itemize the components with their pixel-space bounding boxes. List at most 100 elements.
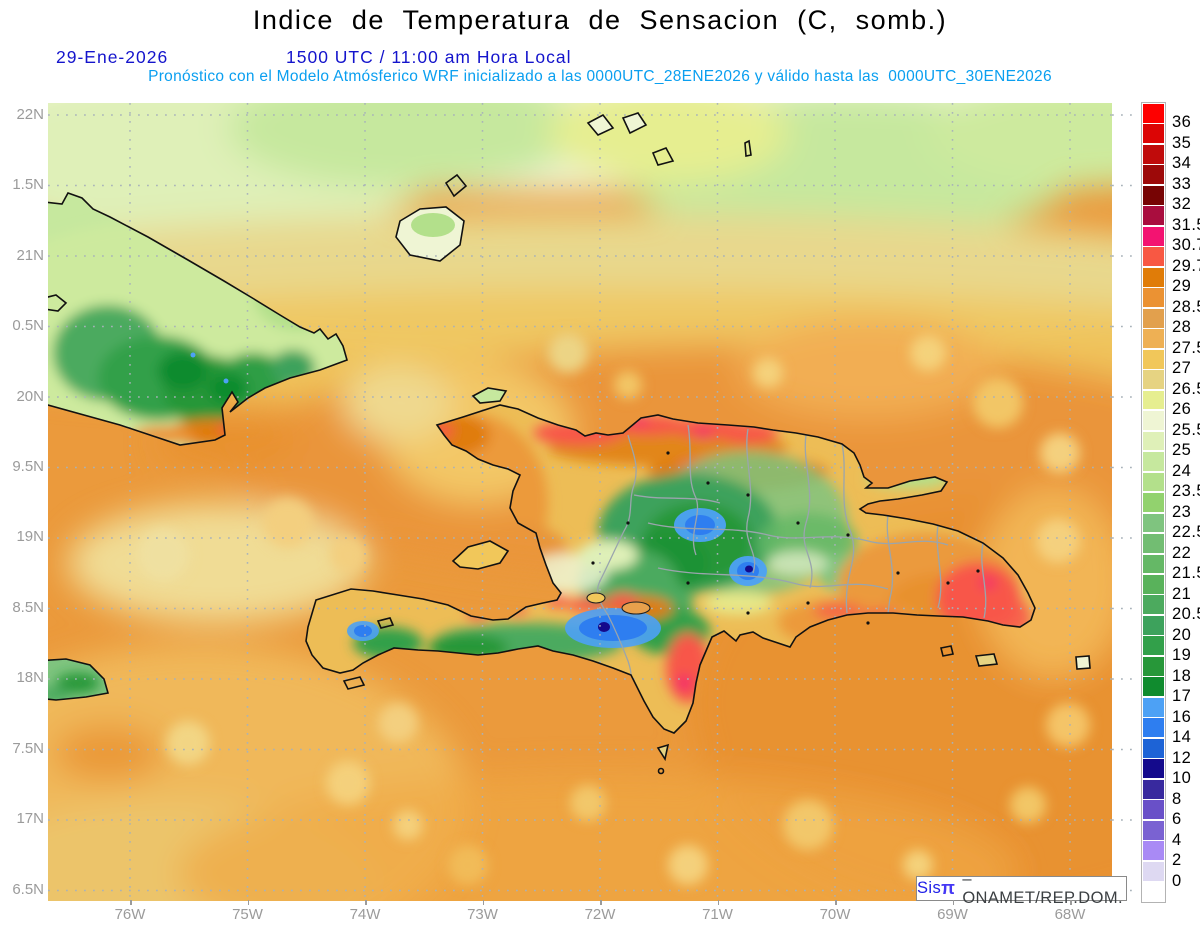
lat-label-22N: 22N (16, 106, 44, 123)
colorbar-swatch-32 (1143, 759, 1164, 779)
colorbar-tick-12: 12 (1172, 748, 1192, 767)
colorbar-tick-4: 4 (1172, 830, 1182, 849)
colorbar-swatch-37 (1143, 861, 1164, 881)
colorbar-swatch-19 (1143, 493, 1164, 512)
colorbar-tick-25: 25 (1172, 441, 1192, 460)
colorbar-tick-8: 8 (1172, 789, 1182, 808)
colorbar-swatch-6 (1143, 226, 1164, 246)
colorbar-swatch-2 (1143, 144, 1164, 164)
colorbar-tick-16: 16 (1172, 707, 1192, 726)
colorbar-swatch-36 (1143, 841, 1164, 861)
cuba-cold-specks (190, 352, 229, 384)
colorbar-tick-27: 27 (1172, 359, 1192, 378)
lon-tick-72W (600, 900, 602, 905)
lat-label-9.5N: 9.5N (12, 458, 44, 476)
colorbar-swatch-29 (1143, 697, 1164, 717)
colorbar-tick-23: 23 (1172, 502, 1192, 521)
colorbar-swatch-4 (1143, 185, 1164, 205)
colorbar-swatch-7 (1143, 247, 1164, 267)
colorbar-swatch-1 (1143, 124, 1164, 144)
colorbar-tick-28.5: 28.5 (1172, 297, 1200, 316)
station-dots (591, 451, 980, 625)
lon-tick-74W (365, 900, 367, 905)
lat-label-20N: 20N (16, 387, 44, 405)
colorbar-tick-14: 14 (1172, 728, 1192, 747)
colorbar-tick-30.7: 30.7 (1172, 236, 1200, 255)
coastline-catalina (940, 645, 954, 657)
colorbar-tick-18: 18 (1172, 666, 1192, 685)
colorbar-tick-36: 36 (1172, 113, 1192, 132)
coastline-little-inagua (444, 173, 468, 198)
lon-label-69W: 69W (937, 906, 968, 923)
colorbar-tick-25.5: 25.5 (1172, 420, 1200, 439)
colorbar-tick-33: 33 (1172, 174, 1192, 193)
colorbar-tick-28: 28 (1172, 318, 1192, 337)
colorbar-swatch-0 (1143, 103, 1164, 123)
page-title: Indice de Temperatura de Sensacion (C, s… (252, 5, 948, 35)
coastline-tortuga (471, 387, 508, 404)
lat-label-17N: 17N (16, 810, 44, 828)
colorbar-tick-0: 0 (1172, 871, 1182, 890)
colorbar-swatch-33 (1143, 779, 1164, 799)
lat-label-19N: 19N (16, 528, 44, 546)
coastline-grand-turk (744, 139, 752, 157)
lon-label-73W: 73W (467, 906, 498, 923)
colorbar-swatch-26 (1143, 636, 1164, 656)
lat-label-18N: 18N (16, 669, 44, 687)
branding-pi-logo: π (941, 878, 956, 898)
colorbar-tick-2: 2 (1172, 851, 1182, 870)
colorbar-swatch-25 (1143, 615, 1164, 635)
colorbar-tick-31.5: 31.5 (1172, 215, 1200, 234)
lat-label-1.5N: 1.5N (12, 176, 44, 194)
colorbar-swatch-16 (1143, 431, 1164, 451)
colorbar-swatch-8 (1143, 267, 1164, 287)
coastlines (35, 112, 1091, 775)
lon-label-72W: 72W (584, 906, 616, 923)
forecast-date: 29-Ene-2026 (56, 47, 169, 67)
coastline-caicos-2 (621, 112, 648, 135)
colorbar-tick-35: 35 (1172, 133, 1192, 152)
colorbar-tick-29.7: 29.7 (1172, 256, 1200, 275)
lat-label-0.5N: 0.5N (12, 317, 44, 335)
colorbar-tick-26.5: 26.5 (1172, 379, 1200, 398)
lon-label-68W: 68W (1054, 906, 1086, 923)
colorbar-swatch-11 (1143, 329, 1164, 349)
colorbar-swatch-3 (1143, 165, 1164, 185)
colorbar-tick-10: 10 (1172, 769, 1192, 788)
lon-tick-71W (717, 900, 719, 905)
colorbar-swatch-14 (1143, 390, 1164, 410)
colorbar-swatch-28 (1143, 677, 1164, 697)
colorbar-swatch-5 (1143, 206, 1164, 226)
colorbar-tick-22: 22 (1172, 543, 1192, 562)
branding-box: Sis π – ONAMET/REP.DOM. (916, 870, 1127, 907)
colorbar-tick-24: 24 (1172, 461, 1192, 480)
colorbar-tick-27.5: 27.5 (1172, 338, 1200, 357)
colorbar-swatch-31 (1143, 738, 1164, 758)
lon-tick-76W (130, 900, 132, 905)
colorbar-swatch-38 (1143, 882, 1164, 902)
lon-tick-69W (952, 900, 954, 905)
lon-tick-75W (247, 900, 249, 905)
colorbar-tick-6: 6 (1172, 810, 1182, 829)
colorbar-tick-29: 29 (1172, 277, 1192, 296)
lat-label-7.5N: 7.5N (12, 739, 44, 757)
colorbar-tick-26: 26 (1172, 400, 1192, 419)
hispaniola-cold-spots (347, 508, 767, 648)
colorbar-swatch-34 (1143, 800, 1164, 820)
lakes (586, 592, 651, 615)
coastline-saona (974, 653, 999, 667)
lon-tick-70W (835, 900, 837, 905)
colorbar-tick-21: 21 (1172, 584, 1192, 603)
coastline-cuba-lagoon (39, 294, 68, 312)
colorbar-swatch-20 (1143, 513, 1164, 533)
lon-label-75W: 75W (232, 906, 263, 923)
colorbar (1141, 102, 1166, 903)
colorbar-swatch-24 (1143, 595, 1164, 615)
forecast-time: 1500 UTC / 11:00 am Hora Local (286, 47, 572, 67)
lat-label-8.5N: 8.5N (12, 598, 44, 616)
colorbar-tick-19: 19 (1172, 646, 1192, 665)
colorbar-tick-34: 34 (1172, 154, 1192, 173)
